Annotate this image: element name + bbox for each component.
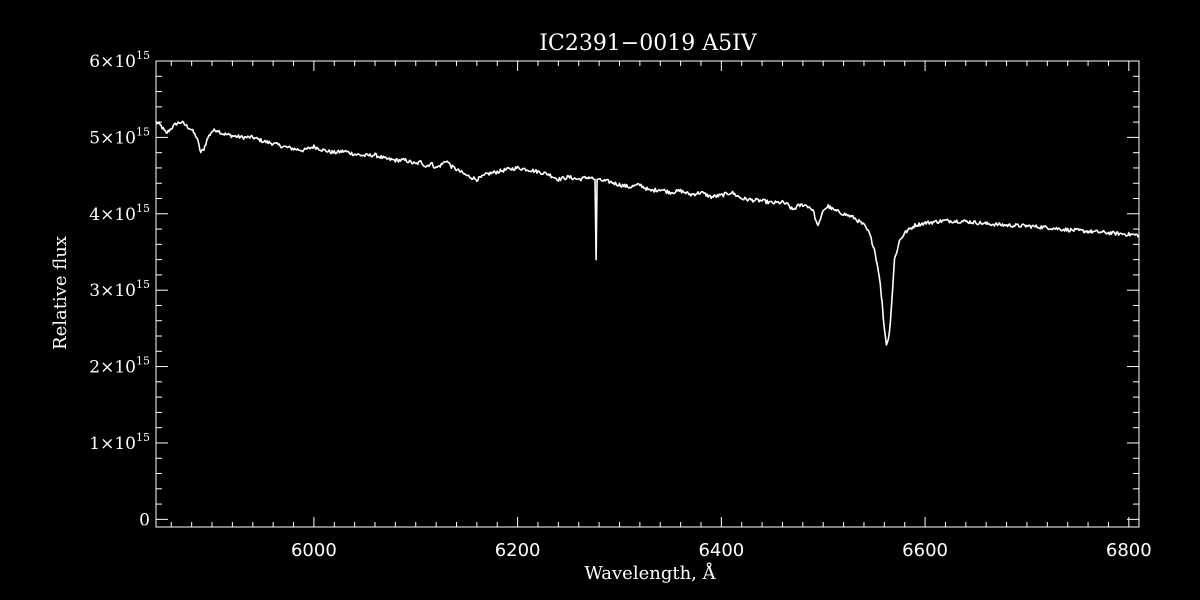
y-tick-label: 0 (139, 510, 150, 530)
x-tick-label: 6800 (1106, 540, 1152, 561)
x-tick-label: 6000 (291, 540, 337, 561)
chart-title: IC2391−0019 A5IV (539, 31, 758, 56)
spectrum-line (155, 120, 1140, 346)
x-tick-label: 6600 (902, 540, 948, 561)
x-axis-label: Wavelength, Å (584, 562, 716, 584)
y-tick-label: 2×1015 (89, 355, 150, 378)
plot-frame (155, 60, 1140, 528)
y-tick-label: 3×1015 (89, 278, 150, 301)
y-tick-label: 1×1015 (89, 431, 150, 454)
tick-labels: 6000 6200 6400 6600 6800 0 1×1015 2×1015 3×1015 4… (89, 49, 1151, 561)
x-tick-label: 6200 (495, 540, 541, 561)
y-axis-label: Relative flux (50, 236, 71, 350)
x-tick-label: 6400 (698, 540, 744, 561)
y-tick-label: 6×1015 (89, 49, 150, 72)
y-tick-label: 5×1015 (89, 125, 150, 148)
y-tick-label: 4×1015 (89, 202, 150, 225)
